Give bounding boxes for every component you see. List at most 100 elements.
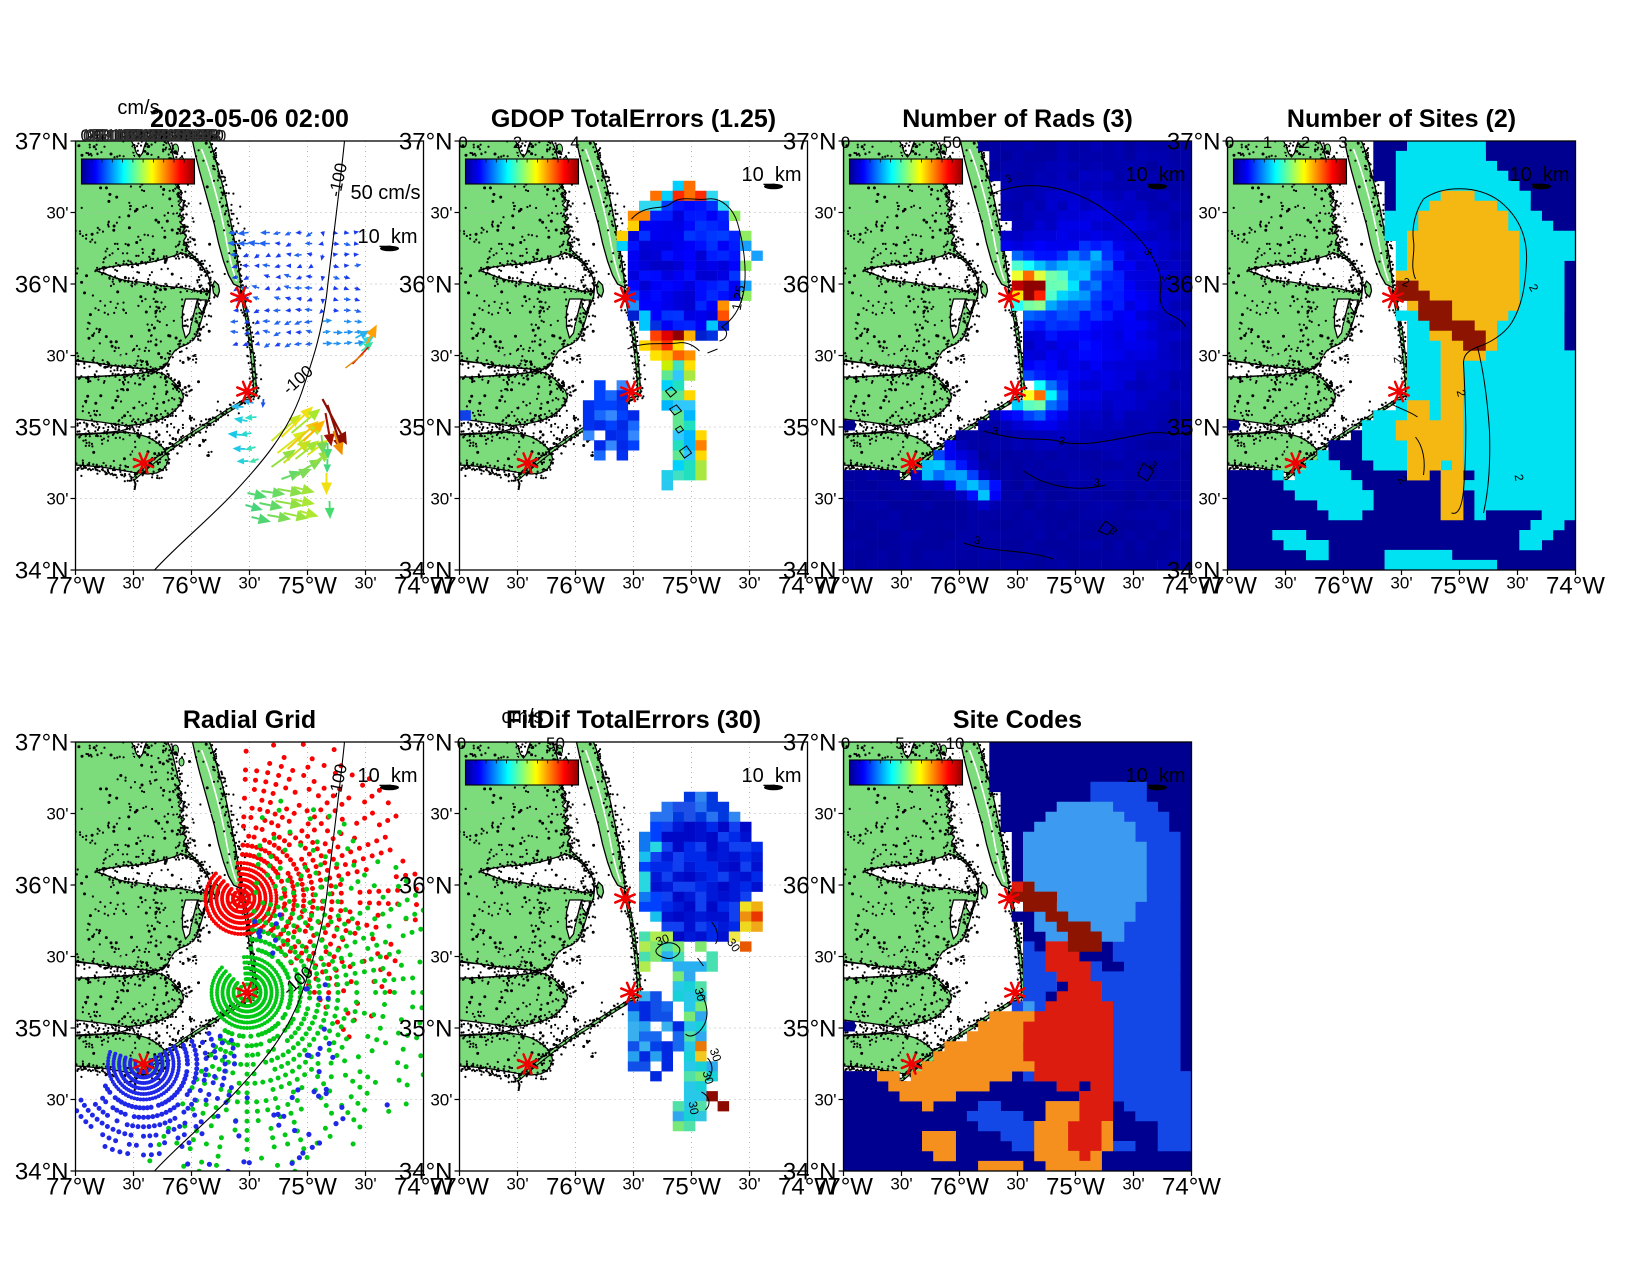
svg-text:44: 44	[191, 127, 209, 145]
svg-text:74°W: 74°W	[1546, 573, 1605, 600]
svg-text:36: 36	[173, 128, 191, 146]
svg-text:49: 49	[202, 127, 220, 145]
svg-text:10: 10	[946, 734, 965, 753]
svg-text:74°W: 74°W	[778, 573, 837, 600]
svg-text:30: 30	[700, 1069, 717, 1086]
svg-text:75°W: 75°W	[1046, 573, 1105, 600]
svg-text:11: 11	[107, 127, 124, 145]
svg-text:30': 30'	[738, 1174, 760, 1193]
svg-text:37°N: 37°N	[15, 729, 69, 756]
svg-text:37°N: 37°N	[783, 729, 837, 756]
svg-text:75°W: 75°W	[278, 573, 337, 600]
svg-text:35°N: 35°N	[15, 414, 69, 441]
svg-text:37°N: 37°N	[399, 128, 453, 155]
svg-text:25: 25	[142, 127, 160, 145]
svg-text:30': 30'	[1390, 573, 1412, 592]
svg-text:40: 40	[181, 127, 199, 145]
svg-text:2023-05-06 02:00: 2023-05-06 02:00	[150, 105, 349, 133]
svg-text:43: 43	[187, 127, 205, 145]
svg-text:30': 30'	[354, 1174, 376, 1193]
svg-text:30: 30	[686, 1100, 702, 1116]
svg-text:30': 30'	[1198, 489, 1220, 508]
svg-text:30': 30'	[738, 573, 760, 592]
svg-text:30': 30'	[1122, 1174, 1144, 1193]
svg-text:30': 30'	[1006, 573, 1028, 592]
svg-text:32: 32	[161, 127, 179, 145]
svg-text:50: 50	[546, 734, 565, 753]
svg-text:23: 23	[137, 127, 155, 145]
svg-text:1.25: 1.25	[729, 284, 748, 312]
svg-text:30': 30'	[890, 573, 912, 592]
svg-text:0: 0	[1225, 133, 1234, 152]
svg-text:76°W: 76°W	[546, 573, 605, 600]
svg-text:30': 30'	[238, 1174, 260, 1193]
svg-text:30': 30'	[814, 1091, 836, 1110]
svg-text:26: 26	[148, 128, 166, 146]
svg-text:21: 21	[132, 127, 150, 145]
svg-text:45: 45	[192, 127, 210, 145]
svg-text:34°N: 34°N	[783, 557, 837, 584]
svg-text:6: 6	[96, 127, 105, 145]
svg-text:cm/s: cm/s	[117, 97, 159, 119]
svg-text:75°W: 75°W	[662, 1174, 721, 1201]
svg-text:76°W: 76°W	[1314, 573, 1373, 600]
svg-text:77°W: 77°W	[430, 573, 489, 600]
svg-text:Number of Rads (3): Number of Rads (3)	[902, 105, 1133, 133]
svg-text:3: 3	[973, 534, 982, 547]
svg-text:1: 1	[82, 127, 91, 145]
svg-text:30: 30	[654, 931, 672, 949]
svg-text:2: 2	[86, 127, 95, 145]
svg-text:2: 2	[513, 133, 522, 152]
svg-text:37°N: 37°N	[399, 729, 453, 756]
svg-text:47: 47	[197, 127, 215, 145]
svg-text:0: 0	[457, 734, 466, 753]
svg-text:13: 13	[112, 127, 130, 145]
svg-text:30': 30'	[1006, 1174, 1028, 1193]
svg-text:30: 30	[158, 128, 176, 146]
svg-text:50: 50	[943, 133, 962, 152]
svg-text:3: 3	[1058, 435, 1066, 448]
svg-text:29: 29	[152, 127, 170, 145]
svg-text:34°N: 34°N	[15, 1158, 69, 1185]
svg-text:37°N: 37°N	[15, 128, 69, 155]
svg-text:0: 0	[83, 128, 92, 146]
svg-text:GDOP TotalErrors (1.25): GDOP TotalErrors (1.25)	[491, 105, 776, 133]
svg-text:18: 18	[126, 127, 144, 145]
svg-text:30': 30'	[46, 805, 68, 824]
svg-text:7: 7	[97, 127, 106, 145]
svg-text:14: 14	[118, 128, 136, 146]
svg-text:77°W: 77°W	[430, 1174, 489, 1201]
svg-text:46: 46	[198, 128, 216, 146]
svg-text:10: 10	[108, 128, 126, 146]
svg-text:4: 4	[570, 133, 579, 152]
svg-text:50: 50	[206, 127, 224, 145]
svg-text:38: 38	[178, 128, 196, 146]
svg-text:1: 1	[1263, 133, 1272, 152]
svg-text:22: 22	[138, 128, 156, 146]
svg-text:30': 30'	[890, 1174, 912, 1193]
svg-text:35°N: 35°N	[783, 414, 837, 441]
svg-text:30': 30'	[622, 573, 644, 592]
svg-text:24: 24	[141, 127, 159, 145]
svg-text:36°N: 36°N	[15, 872, 69, 899]
svg-text:5: 5	[92, 127, 101, 145]
svg-text:30: 30	[707, 1046, 725, 1064]
svg-text:35°N: 35°N	[399, 414, 453, 441]
svg-text:30': 30'	[506, 573, 528, 592]
svg-text:15: 15	[117, 127, 135, 145]
svg-text:24: 24	[143, 128, 161, 146]
svg-text:30': 30'	[430, 203, 452, 222]
svg-text:30': 30'	[430, 948, 452, 967]
svg-text:35: 35	[167, 127, 185, 145]
svg-text:34°N: 34°N	[15, 557, 69, 584]
svg-text:30': 30'	[354, 573, 376, 592]
svg-text:75°W: 75°W	[662, 573, 721, 600]
svg-text:28: 28	[151, 127, 169, 145]
svg-text:2: 2	[1400, 275, 1411, 291]
svg-text:30: 30	[692, 986, 709, 1003]
svg-text:74°W: 74°W	[1162, 1174, 1221, 1201]
svg-text:Number of Sites (2): Number of Sites (2)	[1287, 105, 1516, 133]
svg-text:16: 16	[123, 128, 141, 146]
svg-text:4: 4	[93, 128, 102, 146]
svg-text:3: 3	[1338, 133, 1347, 152]
